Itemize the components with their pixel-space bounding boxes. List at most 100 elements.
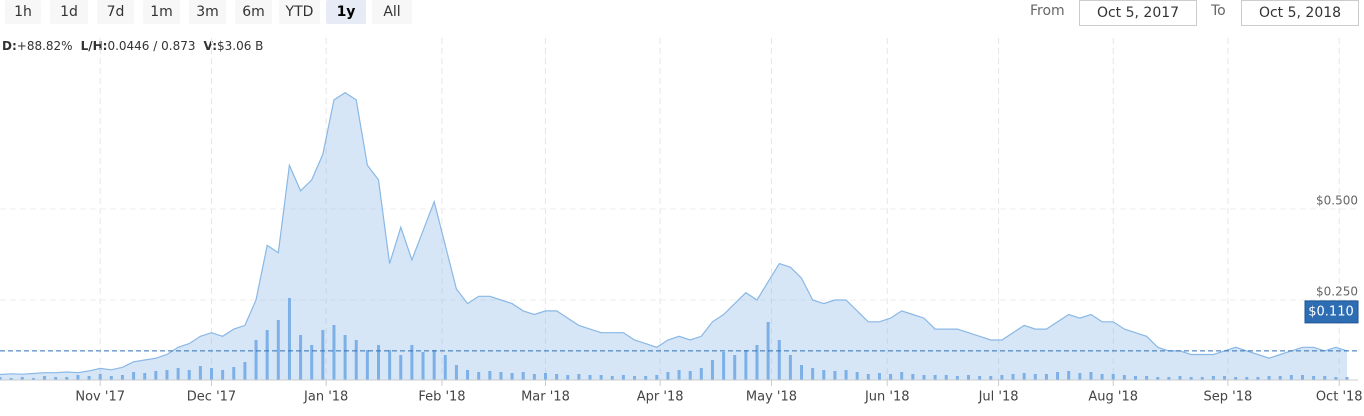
- volume-bar: [644, 376, 648, 380]
- range-button[interactable]: 1m: [143, 0, 180, 24]
- volume-bar: [43, 376, 47, 380]
- volume-bar: [532, 374, 536, 380]
- volume-bar: [777, 340, 781, 380]
- volume-bar: [855, 372, 859, 380]
- volume-bar: [1011, 374, 1015, 380]
- stats: D:+88.82% L/H:0.0446 / 0.873 V:$3.06 B: [2, 39, 271, 53]
- volume-bar: [87, 376, 91, 380]
- volume-bar: [1200, 377, 1204, 380]
- volume-bar: [299, 335, 303, 380]
- to-input[interactable]: Oct 5, 2018: [1241, 0, 1359, 26]
- volume-bar: [1156, 377, 1160, 380]
- volume-bar: [165, 370, 169, 380]
- volume-bar: [521, 372, 525, 380]
- volume-bar: [54, 377, 58, 380]
- volume-bar: [967, 375, 971, 380]
- volume-bar: [421, 352, 425, 380]
- volume-bar: [844, 370, 848, 380]
- volume-bar: [900, 372, 904, 380]
- volume-bar: [1312, 376, 1316, 380]
- volume-bar: [310, 345, 314, 380]
- volume-bar: [1111, 374, 1115, 380]
- volume-bar: [621, 375, 625, 380]
- volume-bar: [365, 350, 369, 380]
- volume-bar: [132, 372, 136, 380]
- x-tick-label: Aug '18: [1088, 390, 1138, 405]
- volume-bar: [76, 375, 80, 380]
- volume-bar: [922, 375, 926, 380]
- from-input[interactable]: Oct 5, 2017: [1079, 0, 1197, 26]
- x-tick-label: Dec '17: [187, 390, 236, 405]
- stat-label: D:: [2, 39, 17, 53]
- volume-bar: [1234, 377, 1238, 380]
- volume-bar: [566, 375, 570, 380]
- volume-bar: [1056, 372, 1060, 380]
- volume-bar: [1000, 375, 1004, 380]
- volume-bar: [410, 345, 414, 380]
- current-price-label: $0.110: [1308, 304, 1354, 319]
- volume-bar: [154, 371, 158, 380]
- range-button[interactable]: 7d: [97, 0, 134, 24]
- price-line: [0, 91, 1348, 376]
- volume-bar: [499, 372, 503, 380]
- x-tick-label: Apr '18: [637, 390, 684, 405]
- range-button[interactable]: All: [372, 0, 412, 24]
- range-button[interactable]: 1h: [5, 0, 41, 24]
- range-button[interactable]: 1d: [50, 0, 88, 24]
- volume-bar: [1067, 371, 1071, 380]
- volume-bar: [354, 340, 358, 380]
- volume-bar: [466, 370, 470, 380]
- volume-bar: [343, 335, 347, 380]
- x-tick-label: Nov '17: [75, 390, 125, 405]
- volume-bar: [510, 373, 514, 380]
- range-button[interactable]: 1y: [326, 0, 366, 24]
- x-tick-label: Jun '18: [864, 390, 910, 405]
- volume-bar: [1267, 376, 1271, 380]
- volume-bar: [866, 374, 870, 380]
- volume-bar: [120, 375, 124, 380]
- x-tick-label: Oct '18: [1316, 390, 1363, 405]
- volume-bar: [187, 370, 191, 380]
- to-label: To: [1211, 3, 1226, 19]
- volume-bar: [1044, 374, 1048, 380]
- volume-bar: [744, 350, 748, 380]
- volume-bar: [221, 370, 225, 380]
- volume-bar: [666, 372, 670, 380]
- volume-bar: [1289, 375, 1293, 380]
- x-tick-label: Jul '18: [978, 390, 1019, 405]
- volume-bar: [588, 375, 592, 380]
- volume-bar: [1256, 377, 1260, 380]
- volume-bar: [1178, 376, 1182, 380]
- volume-bar: [811, 368, 815, 380]
- volume-bar: [254, 340, 258, 380]
- volume-bar: [399, 355, 403, 380]
- stat-value: +88.82%: [16, 39, 73, 53]
- volume-bar: [1334, 377, 1338, 380]
- volume-bar: [1300, 375, 1304, 380]
- volume-bar: [454, 365, 458, 380]
- stat-value: $3.06 B: [217, 39, 264, 53]
- volume-bar: [1323, 376, 1327, 380]
- stat-label: V:: [203, 39, 218, 53]
- volume-bar: [543, 373, 547, 380]
- volume-bar: [376, 345, 380, 380]
- volume-bar: [933, 375, 937, 380]
- volume-bar: [989, 376, 993, 380]
- volume-bar: [31, 378, 35, 380]
- volume-bar: [1033, 374, 1037, 380]
- volume-bar: [1145, 376, 1149, 380]
- volume-bar: [1133, 376, 1137, 380]
- volume-bar: [1345, 377, 1349, 380]
- volume-bar: [443, 355, 447, 380]
- range-button[interactable]: 3m: [189, 0, 226, 24]
- volume-bar: [1122, 375, 1126, 380]
- volume-bar: [321, 330, 325, 380]
- x-tick-label: Feb '18: [418, 390, 465, 405]
- range-button[interactable]: 6m: [235, 0, 272, 24]
- volume-bar: [232, 367, 236, 380]
- range-button[interactable]: YTD: [279, 0, 320, 24]
- volume-bar: [1022, 373, 1026, 380]
- volume-bar: [944, 375, 948, 380]
